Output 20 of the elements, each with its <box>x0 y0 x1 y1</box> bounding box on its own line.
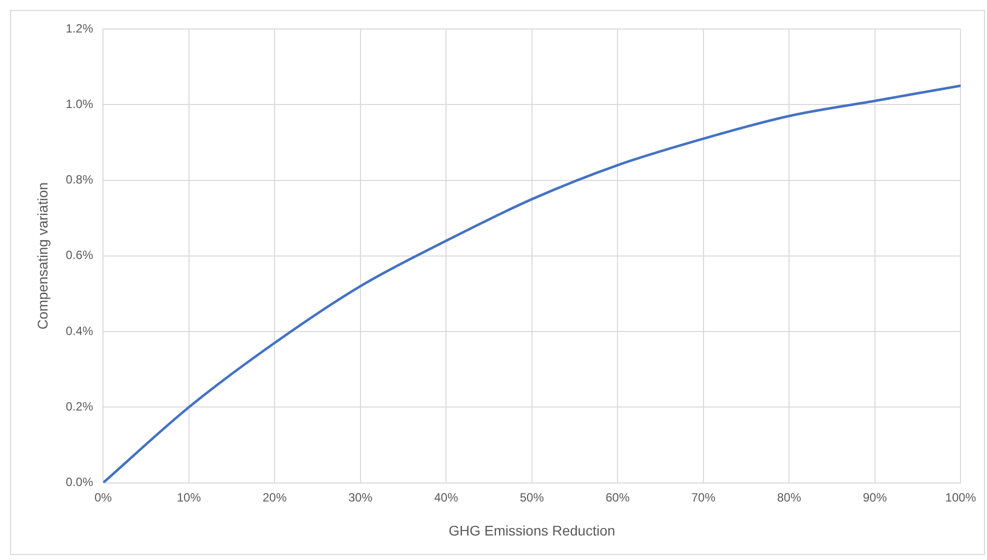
y-tick-label: 0.8% <box>66 172 94 187</box>
x-tick-label: 90% <box>862 490 888 504</box>
y-tick-label: 1.2% <box>66 21 94 36</box>
x-tick-label: 60% <box>606 490 630 504</box>
y-tick-label: 0.2% <box>66 399 94 414</box>
x-tick-label: 30% <box>348 490 373 504</box>
x-tick-label: 70% <box>691 490 716 504</box>
y-axis-title: Compensating variation <box>34 182 50 330</box>
x-tick-label: 100% <box>945 490 976 504</box>
x-tick-label: 20% <box>262 490 287 504</box>
x-tick-label: 80% <box>777 490 802 504</box>
y-tick-label: 1.0% <box>66 96 94 111</box>
x-tick-label: 10% <box>176 490 202 504</box>
y-tick-label: 0.4% <box>66 324 94 338</box>
x-axis-title: GHG Emissions Reduction <box>448 522 616 538</box>
x-tick-label: 50% <box>520 490 544 504</box>
y-tick-label: 0.0% <box>66 475 94 490</box>
x-tick-label: 0% <box>94 490 112 504</box>
x-tick-label: 40% <box>434 490 458 504</box>
y-tick-label: 0.6% <box>66 248 94 262</box>
